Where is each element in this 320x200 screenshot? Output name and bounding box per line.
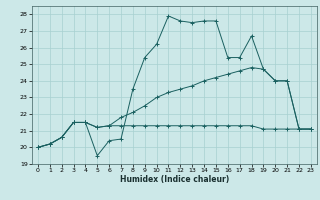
X-axis label: Humidex (Indice chaleur): Humidex (Indice chaleur): [120, 175, 229, 184]
